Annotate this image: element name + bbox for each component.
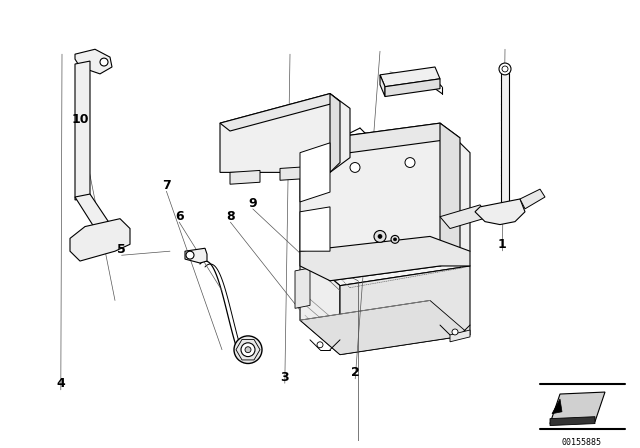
Text: 1: 1 — [498, 238, 507, 251]
Polygon shape — [300, 207, 330, 251]
Polygon shape — [440, 205, 490, 228]
Circle shape — [394, 238, 397, 241]
Polygon shape — [75, 61, 90, 200]
Polygon shape — [300, 251, 340, 355]
Circle shape — [452, 329, 458, 335]
Circle shape — [245, 347, 251, 353]
Polygon shape — [300, 143, 330, 202]
Circle shape — [499, 63, 511, 75]
Circle shape — [502, 66, 508, 72]
Circle shape — [186, 251, 194, 259]
Circle shape — [374, 231, 386, 242]
Text: 8: 8 — [226, 210, 235, 223]
Circle shape — [371, 257, 379, 265]
Polygon shape — [280, 167, 310, 180]
Polygon shape — [300, 301, 470, 355]
Polygon shape — [185, 248, 207, 263]
Polygon shape — [220, 94, 340, 131]
Text: 7: 7 — [162, 179, 171, 192]
Polygon shape — [330, 123, 460, 153]
Text: 4: 4 — [56, 377, 65, 391]
Polygon shape — [440, 123, 460, 266]
Circle shape — [378, 234, 382, 238]
Polygon shape — [501, 73, 509, 207]
Circle shape — [350, 163, 360, 172]
Polygon shape — [552, 399, 562, 414]
Polygon shape — [220, 94, 350, 172]
Polygon shape — [550, 417, 595, 426]
Text: 10: 10 — [71, 112, 89, 125]
Polygon shape — [230, 170, 260, 184]
Circle shape — [391, 236, 399, 243]
Circle shape — [405, 158, 415, 168]
Text: 9: 9 — [248, 197, 257, 210]
Polygon shape — [75, 194, 115, 237]
Polygon shape — [330, 94, 340, 172]
Polygon shape — [550, 392, 605, 423]
Polygon shape — [380, 67, 440, 86]
Polygon shape — [475, 199, 525, 224]
Polygon shape — [340, 266, 470, 355]
Circle shape — [396, 252, 404, 260]
Text: 6: 6 — [175, 210, 184, 223]
Polygon shape — [385, 79, 440, 96]
Polygon shape — [380, 75, 385, 96]
Polygon shape — [300, 232, 470, 286]
Polygon shape — [300, 237, 470, 281]
Circle shape — [100, 58, 108, 66]
Circle shape — [234, 336, 262, 363]
Polygon shape — [75, 49, 112, 74]
Text: 00155885: 00155885 — [562, 438, 602, 448]
Polygon shape — [450, 330, 470, 342]
Polygon shape — [300, 123, 470, 281]
Circle shape — [416, 250, 424, 258]
Polygon shape — [70, 219, 130, 261]
Circle shape — [317, 342, 323, 348]
Text: 5: 5 — [117, 243, 126, 256]
Text: 2: 2 — [351, 366, 360, 379]
Circle shape — [241, 343, 255, 357]
Text: 3: 3 — [280, 371, 289, 384]
Polygon shape — [520, 189, 545, 209]
Polygon shape — [295, 268, 310, 308]
